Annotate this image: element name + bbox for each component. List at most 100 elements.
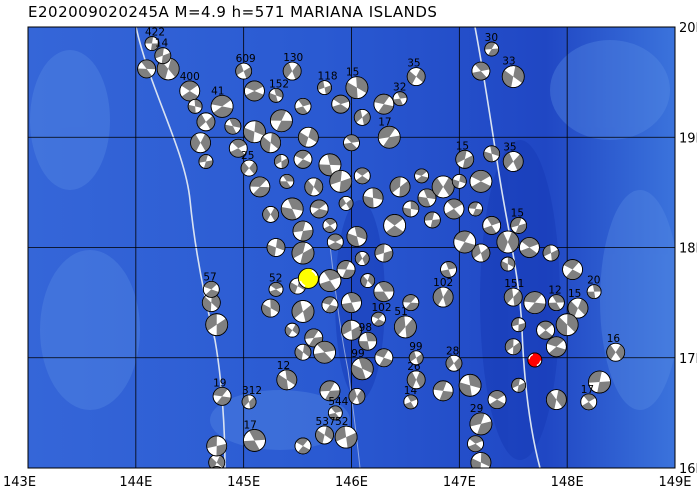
focal-mechanism-beachball: [377, 125, 401, 149]
focal-mechanism-beachball: [443, 198, 465, 220]
focal-mechanism-beachball: [187, 98, 203, 114]
depth-label: 544: [328, 396, 348, 408]
depth-label: 35: [503, 142, 516, 154]
focal-mechanism-beachball: [304, 328, 324, 348]
depth-label: 20: [587, 275, 600, 287]
focal-mechanism-beachball: [371, 311, 386, 327]
focal-mechanism-beachball: [408, 350, 424, 366]
focal-mechanism-beachball: [202, 280, 220, 298]
focal-mechanism-beachball: [496, 230, 520, 254]
focal-mechanism-beachball: [346, 226, 368, 247]
focal-mechanism-beachball: [471, 243, 491, 263]
focal-mechanism-beachball: [235, 62, 253, 80]
focal-mechanism-beachball: [483, 145, 501, 163]
focal-mechanism-beachball: [279, 173, 295, 189]
depth-label: 28: [446, 345, 459, 357]
focal-mechanism-beachball: [469, 169, 493, 193]
focal-mechanism-beachball: [321, 296, 339, 314]
depth-label: 57: [203, 271, 216, 283]
depth-label: 152: [269, 78, 289, 90]
depth-label: 99: [351, 348, 364, 360]
focal-mechanism-beachball: [354, 251, 370, 266]
focal-mechanism-beachball: [268, 281, 284, 297]
focal-mechanism-beachball: [545, 389, 567, 411]
focal-mechanism-beachball: [154, 47, 172, 65]
focal-mechanism-beachball: [212, 386, 232, 406]
focal-mechanism-beachball: [297, 126, 319, 148]
x-tick-label: 146E: [335, 475, 368, 490]
focal-mechanism-beachball: [262, 206, 280, 223]
depth-label: 312: [242, 385, 262, 397]
depth-label: 32: [393, 82, 406, 94]
focal-mechanism-beachball: [471, 61, 491, 81]
focal-mechanism-beachball: [414, 168, 429, 184]
focal-mechanism-beachball: [402, 200, 420, 218]
focal-mechanism-beachball: [228, 138, 248, 158]
depth-label: 52: [269, 272, 282, 284]
focal-mechanism-beachball: [315, 425, 334, 445]
focal-mechanism-beachball: [402, 294, 420, 312]
focal-mechanism-beachball: [341, 292, 362, 314]
y-tick-label: 17N: [679, 352, 697, 367]
focal-mechanism-beachball: [292, 220, 314, 242]
focal-mechanism-beachball: [555, 313, 579, 337]
focal-mechanism-beachball: [586, 284, 602, 300]
depth-label: 537: [316, 416, 336, 428]
focal-mechanism-beachball: [358, 331, 378, 351]
depth-label: 33: [502, 56, 515, 68]
map-title: E202009020245A M=4.9 h=571 MARIANA ISLAN…: [28, 3, 438, 21]
focal-mechanism-beachball: [244, 80, 265, 102]
focal-mechanism-beachball: [334, 425, 358, 449]
focal-mechanism-beachball: [523, 291, 547, 315]
focal-mechanism-beachball: [268, 87, 284, 103]
focal-mechanism-beachball: [291, 300, 315, 323]
focal-mechanism-beachball: [467, 435, 484, 453]
focal-mechanism-beachball: [504, 338, 522, 356]
focal-mechanism-beachball: [360, 273, 376, 288]
focal-mechanism-beachball: [440, 261, 457, 278]
y-tick-label: 19N: [679, 131, 697, 146]
depth-label: 151: [504, 278, 524, 290]
focal-mechanism-beachball: [470, 452, 492, 468]
focal-mechanism-beachball: [208, 454, 226, 468]
focal-mechanism-beachball: [313, 340, 336, 364]
focal-mechanism-beachball: [348, 387, 366, 405]
x-tick-label: 143E: [3, 475, 36, 490]
focal-mechanism-beachball: [580, 393, 598, 411]
focal-mechanism-beachball: [374, 243, 394, 263]
depth-label: 15: [568, 288, 581, 300]
focal-mechanism-beachball: [144, 36, 160, 51]
depth-label: 422: [145, 27, 165, 39]
focal-mechanism-beachball: [482, 216, 502, 235]
focal-mechanism-beachball: [326, 233, 344, 251]
focal-mechanism-beachball: [282, 61, 302, 81]
focal-mechanism-beachball: [266, 238, 286, 257]
depth-label: 15: [456, 140, 469, 152]
focal-mechanism-beachball: [293, 149, 313, 169]
depth-label: 15: [346, 67, 359, 79]
focal-mechanism-beachball: [588, 370, 611, 394]
focal-mechanism-beachball: [510, 217, 528, 234]
depth-label: 14: [155, 38, 169, 50]
focal-mechanism-beachball: [536, 320, 555, 340]
focal-mechanism-beachball: [331, 94, 351, 114]
focal-mechanism-beachball: [294, 437, 312, 455]
focal-mechanism-beachball: [567, 297, 589, 319]
depth-label: 52: [335, 416, 348, 428]
focal-mechanism-beachball: [542, 244, 560, 262]
depth-label: 99: [409, 341, 422, 353]
focal-mechanism-beachball: [322, 218, 338, 233]
focal-mechanism-beachball: [205, 313, 229, 337]
depth-label: 41: [211, 85, 224, 97]
focal-mechanism-beachball: [350, 357, 374, 381]
focal-mechanism-beachball: [373, 281, 395, 303]
focal-mechanism-beachball: [338, 195, 354, 211]
focal-mechanism-beachball: [294, 343, 312, 361]
depth-label: 130: [283, 52, 303, 64]
focal-mechanism-beachball: [511, 317, 527, 333]
x-tick-label: 145E: [227, 475, 260, 490]
depth-label: 16: [607, 333, 621, 345]
depth-label: 98: [359, 322, 372, 334]
